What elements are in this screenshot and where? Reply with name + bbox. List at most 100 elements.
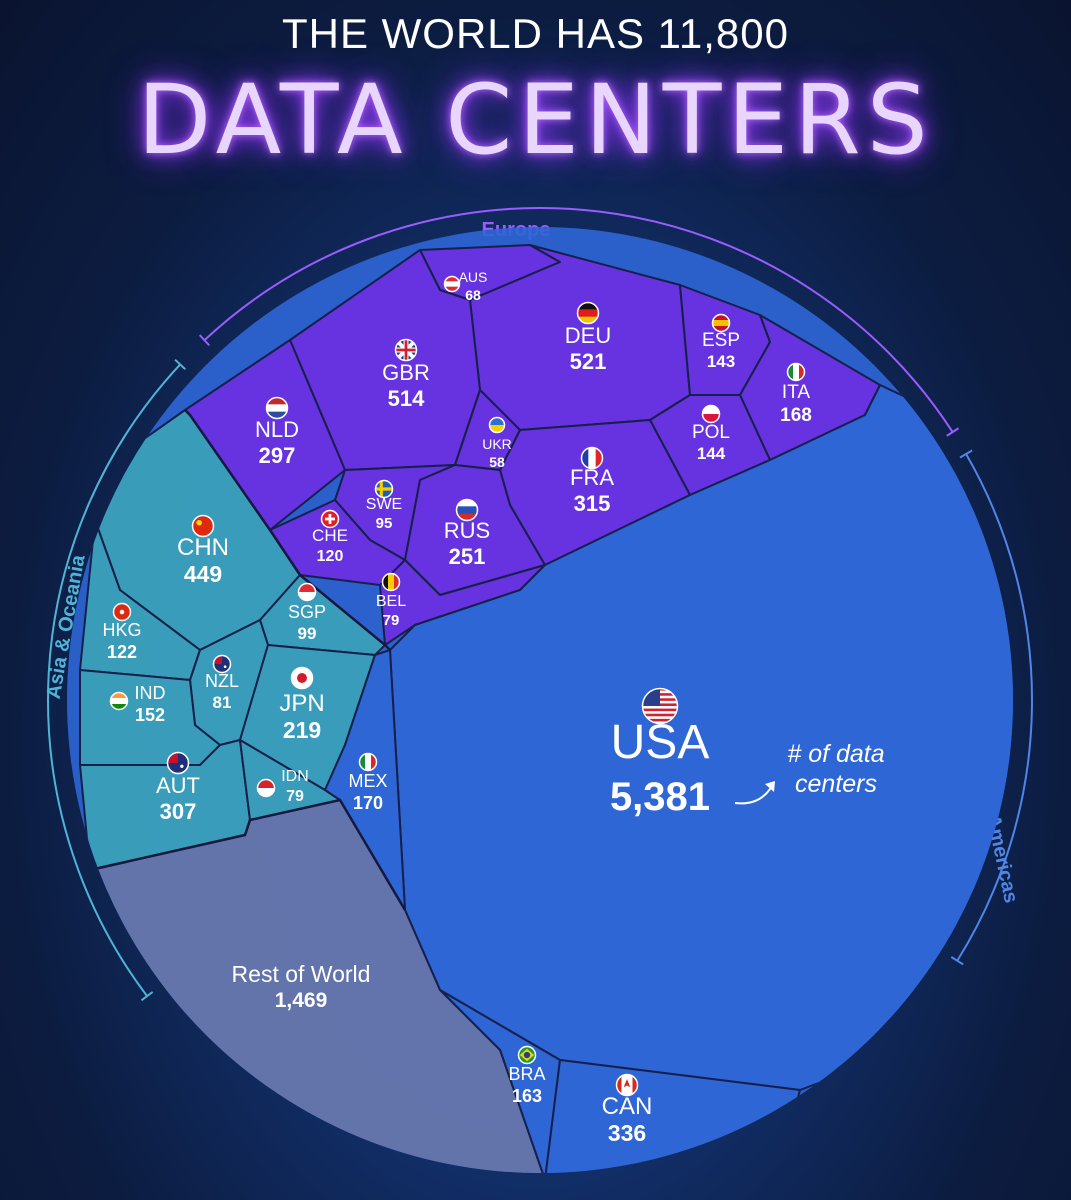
country-value: 5,381 [610, 775, 710, 819]
country-code: BEL [376, 593, 406, 610]
deu-flag-icon [576, 301, 600, 325]
ind-flag-icon [109, 691, 129, 711]
label-sgp: SGP 99 [288, 582, 326, 643]
aut-flag-icon [166, 751, 190, 775]
label-usa: USA 5,381 [610, 687, 710, 819]
country-value: 79 [286, 788, 304, 805]
chn-flag-icon [191, 514, 215, 538]
country-code: SGP [288, 602, 326, 622]
country-code: NZL [205, 671, 239, 691]
idn-flag-icon [256, 778, 276, 798]
country-value: 144 [697, 444, 726, 463]
swe-flag-icon [374, 479, 394, 499]
gbr-flag-icon [394, 338, 418, 362]
jpn-flag-icon [290, 666, 314, 690]
country-code: IND [135, 683, 166, 703]
country-code: CHE [312, 526, 348, 545]
europe-rim-arc [203, 207, 954, 433]
country-code: ITA [782, 382, 810, 403]
country-value: 251 [449, 544, 486, 569]
country-code: BRA [508, 1064, 545, 1084]
annotation-arrowhead [765, 781, 775, 792]
annotation-arrow [734, 785, 773, 805]
country-code: AUT [156, 773, 200, 798]
country-value: 336 [608, 1120, 646, 1146]
label-nzl: NZL 81 [205, 654, 239, 712]
country-value: 170 [353, 793, 383, 813]
country-code: MEX [348, 771, 387, 791]
label-ukr: UKR 58 [482, 416, 512, 470]
country-code: RUS [444, 518, 490, 543]
country-code: NLD [255, 417, 299, 442]
title-top: THE WORLD HAS 11,800 [281, 10, 790, 57]
country-value: 143 [707, 352, 735, 371]
country-value: 122 [107, 642, 137, 662]
country-value: 168 [780, 405, 812, 426]
label-idn: IDN 79 [256, 768, 309, 805]
country-value: 449 [184, 561, 222, 587]
country-code: CAN [602, 1093, 653, 1120]
bra-flag-icon [517, 1045, 537, 1065]
nld-flag-icon [265, 396, 289, 420]
fra-flag-icon [580, 446, 604, 470]
country-value: 315 [574, 491, 611, 516]
country-code: USA [611, 716, 710, 769]
ukr-flag-icon [488, 416, 506, 434]
annotation-line2: centers [795, 770, 877, 798]
nzl-flag-icon [212, 654, 232, 674]
annotation-line1: # of data [787, 740, 884, 768]
country-value: 307 [160, 799, 197, 824]
region-separator [184, 409, 391, 651]
aus-flag-icon [443, 275, 461, 293]
che-flag-icon [320, 509, 340, 529]
mex-flag-icon [358, 752, 378, 772]
country-value: 120 [317, 548, 344, 565]
rus-flag-icon [455, 498, 479, 522]
country-value: 163 [512, 1086, 542, 1106]
country-value: 297 [259, 443, 296, 468]
country-value: 219 [283, 717, 321, 743]
label-bel: BEL 79 [376, 572, 406, 629]
country-value: 521 [570, 349, 607, 374]
country-code: UKR [482, 436, 512, 452]
country-code: FRA [570, 465, 614, 490]
asia-rim-arc [47, 363, 181, 997]
country-code: GBR [382, 360, 430, 385]
country-value: 514 [388, 386, 425, 411]
label-che: CHE 120 [312, 509, 348, 565]
country-code: DEU [565, 323, 611, 348]
country-value: 79 [383, 612, 400, 629]
bel-flag-icon [381, 572, 401, 592]
country-code: CHN [177, 534, 229, 561]
country-value: 99 [298, 624, 317, 643]
label-aus: AUS 68 [443, 269, 487, 303]
hkg-flag-icon [112, 602, 132, 622]
country-code: IDN [281, 768, 309, 785]
title-main: DATA CENTERS [137, 64, 934, 176]
country-value: 1,469 [275, 989, 328, 1012]
country-value: 58 [489, 454, 505, 470]
pol-flag-icon [701, 404, 721, 424]
country-code: ESP [702, 330, 740, 351]
country-code: JPN [279, 690, 324, 717]
usa-flag-icon [641, 687, 679, 725]
country-code: POL [692, 422, 730, 443]
country-value: 68 [465, 287, 481, 303]
can-flag-icon [615, 1073, 639, 1097]
ita-flag-icon [786, 362, 806, 382]
country-code: SWE [366, 496, 402, 513]
